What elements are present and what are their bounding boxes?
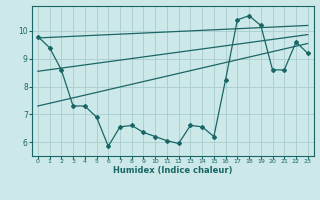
X-axis label: Humidex (Indice chaleur): Humidex (Indice chaleur) xyxy=(113,166,233,175)
